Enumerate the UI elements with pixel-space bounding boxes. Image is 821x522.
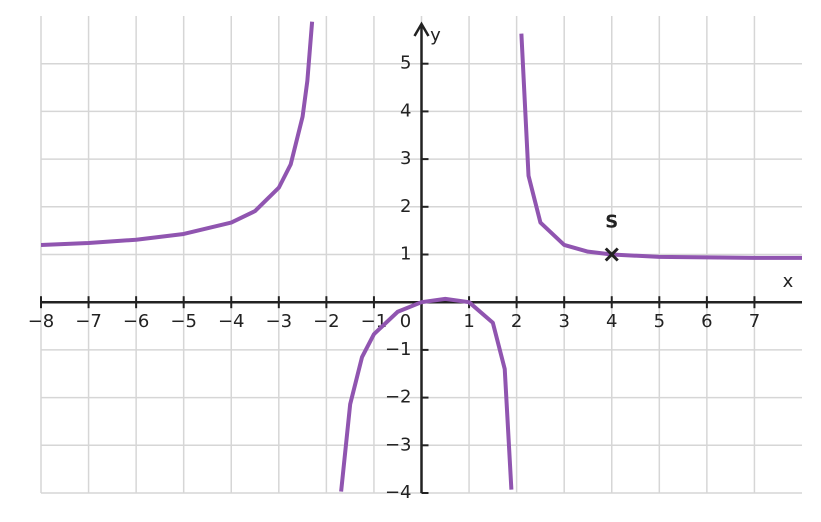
y-tick-label: 5: [400, 53, 411, 74]
y-axis-arrow: [413, 21, 430, 37]
x-tick-label: −6: [123, 311, 150, 332]
y-tick-label: 4: [400, 100, 411, 121]
x-axis-label: x: [783, 271, 794, 292]
curve: [41, 21, 802, 492]
y-tick-label: −1: [385, 339, 412, 360]
x-tick-label: −3: [266, 311, 293, 332]
x-tick-label: 2: [511, 311, 522, 332]
point-marker: [604, 247, 619, 262]
x-tick-label: 0: [400, 311, 411, 332]
x-tick-label: 5: [654, 311, 665, 332]
y-tick-label: −3: [385, 434, 412, 455]
y-tick-label: −2: [385, 387, 412, 408]
x-tick-label: 6: [701, 311, 712, 332]
x-tick-label: −2: [313, 311, 340, 332]
x-tick-label: −4: [218, 311, 245, 332]
y-tick-label: 3: [400, 148, 411, 169]
x-tick-label: −8: [28, 311, 55, 332]
y-tick-label: 1: [400, 244, 411, 265]
y-tick-label: −4: [385, 482, 412, 503]
x-tick-label: 1: [463, 311, 474, 332]
x-tick-label: 3: [558, 311, 569, 332]
x-tick-label: −7: [75, 311, 102, 332]
x-tick-label: 4: [606, 311, 617, 332]
point-label: S: [605, 212, 618, 233]
y-tick-label: 2: [400, 196, 411, 217]
x-tick-label: −1: [361, 311, 388, 332]
x-tick-label: 7: [749, 311, 760, 332]
x-tick-label: −5: [170, 311, 197, 332]
y-axis-label: y: [430, 25, 441, 46]
